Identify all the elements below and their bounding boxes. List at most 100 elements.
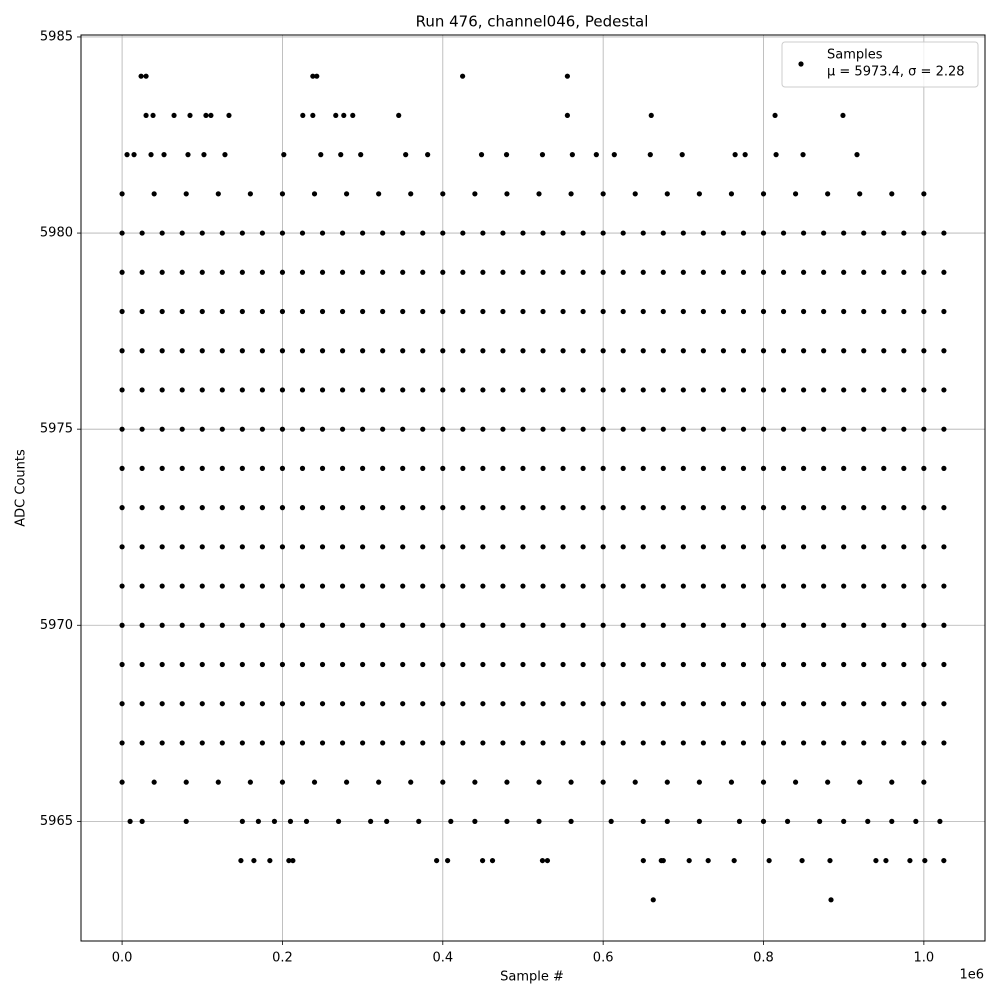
point — [540, 701, 546, 707]
point — [360, 308, 366, 315]
point — [338, 152, 344, 158]
point — [640, 505, 646, 511]
point — [740, 465, 747, 471]
point — [143, 73, 149, 79]
point — [780, 348, 787, 354]
point — [179, 465, 185, 471]
point — [766, 857, 772, 864]
point — [881, 661, 887, 668]
point — [941, 583, 947, 589]
point — [119, 348, 125, 354]
point — [420, 230, 426, 236]
point — [460, 544, 466, 550]
point — [740, 426, 747, 432]
point — [821, 230, 827, 236]
point — [319, 583, 326, 589]
point — [680, 269, 686, 275]
point — [151, 191, 157, 197]
point — [700, 426, 706, 432]
point — [520, 544, 526, 550]
point — [159, 544, 165, 550]
point — [861, 544, 867, 550]
point — [720, 426, 727, 432]
point — [380, 622, 386, 628]
point — [580, 544, 586, 550]
point — [259, 505, 266, 511]
point — [841, 269, 847, 275]
point — [921, 465, 927, 471]
point — [460, 230, 466, 236]
point — [480, 308, 486, 315]
point — [640, 387, 646, 393]
point — [772, 112, 778, 119]
point — [460, 701, 466, 707]
point — [640, 701, 646, 707]
point — [319, 740, 326, 746]
point — [941, 230, 947, 236]
point — [339, 465, 346, 471]
point — [600, 505, 606, 511]
point — [660, 701, 666, 707]
point — [731, 857, 737, 864]
point — [376, 191, 382, 197]
point — [841, 308, 847, 315]
point — [159, 701, 165, 707]
point — [720, 465, 727, 471]
point — [720, 505, 727, 511]
point — [760, 348, 767, 354]
point — [440, 544, 446, 550]
point — [660, 308, 666, 315]
point — [400, 465, 406, 471]
point — [720, 269, 727, 275]
point — [620, 505, 626, 511]
point — [800, 230, 807, 236]
point — [267, 857, 273, 864]
point — [384, 818, 390, 824]
point — [199, 505, 205, 511]
point — [360, 505, 366, 511]
point — [881, 622, 887, 628]
point — [680, 348, 686, 354]
point — [921, 426, 927, 432]
point — [420, 740, 426, 746]
point — [119, 779, 125, 785]
point — [861, 661, 867, 668]
point — [800, 269, 807, 275]
point — [941, 348, 947, 354]
point — [865, 818, 871, 824]
point — [861, 465, 867, 471]
point — [784, 818, 791, 824]
point — [841, 701, 847, 707]
point — [620, 348, 626, 354]
point — [299, 505, 306, 511]
point — [239, 269, 245, 275]
point — [376, 779, 382, 785]
point — [840, 112, 846, 119]
point — [520, 269, 526, 275]
point — [360, 622, 366, 628]
point — [219, 661, 225, 668]
point — [941, 622, 947, 628]
point — [901, 465, 907, 471]
point — [901, 622, 907, 628]
point — [520, 701, 526, 707]
y-tick-label: 5965 — [40, 814, 73, 829]
point — [360, 348, 366, 354]
point — [827, 857, 833, 864]
point — [540, 661, 546, 668]
point — [732, 152, 738, 158]
point — [901, 230, 907, 236]
point — [520, 308, 526, 315]
point — [720, 701, 727, 707]
point — [310, 73, 316, 79]
point — [286, 857, 292, 864]
point — [560, 583, 566, 589]
point — [740, 308, 747, 315]
point — [319, 465, 326, 471]
point — [620, 426, 626, 432]
point — [861, 348, 867, 354]
point — [159, 308, 165, 315]
plot-frame — [80, 34, 986, 942]
point — [861, 230, 867, 236]
point — [279, 269, 286, 275]
